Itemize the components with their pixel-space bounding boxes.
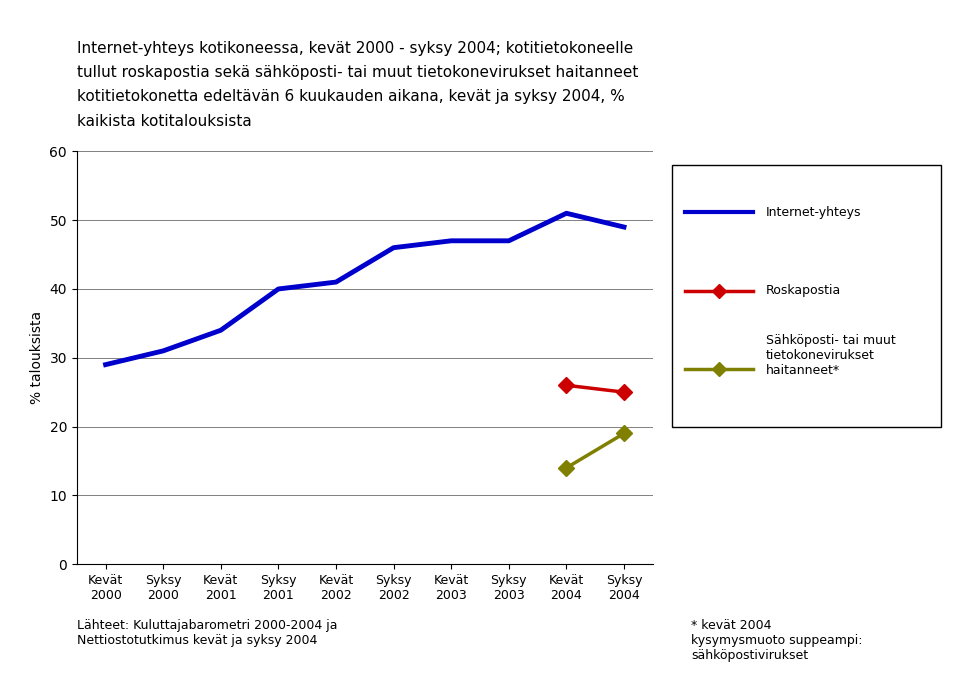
Text: * kevät 2004
kysymysmuoto suppeampi:
sähköpostivirukset: * kevät 2004 kysymysmuoto suppeampi: säh… [691, 619, 863, 662]
Y-axis label: % talouksista: % talouksista [30, 311, 44, 405]
Text: kaikista kotitalouksista: kaikista kotitalouksista [77, 114, 252, 129]
Text: Roskapostia: Roskapostia [766, 284, 841, 297]
Text: Internet-yhteys: Internet-yhteys [766, 206, 861, 219]
Text: Internet-yhteys kotikoneessa, kevät 2000 - syksy 2004; kotitietokoneelle: Internet-yhteys kotikoneessa, kevät 2000… [77, 41, 633, 56]
Text: tullut roskapostia sekä sähköposti- tai muut tietokonevirukset haitanneet: tullut roskapostia sekä sähköposti- tai … [77, 65, 638, 80]
Text: Sähköposti- tai muut
tietokonevirukset
haitanneet*: Sähköposti- tai muut tietokonevirukset h… [766, 334, 896, 378]
Text: kotitietokonetta edeltävän 6 kuukauden aikana, kevät ja syksy 2004, %: kotitietokonetta edeltävän 6 kuukauden a… [77, 89, 625, 105]
FancyBboxPatch shape [672, 165, 941, 427]
Text: Lähteet: Kuluttajabarometri 2000-2004 ja
Nettiostotutkimus kevät ja syksy 2004: Lähteet: Kuluttajabarometri 2000-2004 ja… [77, 619, 337, 647]
